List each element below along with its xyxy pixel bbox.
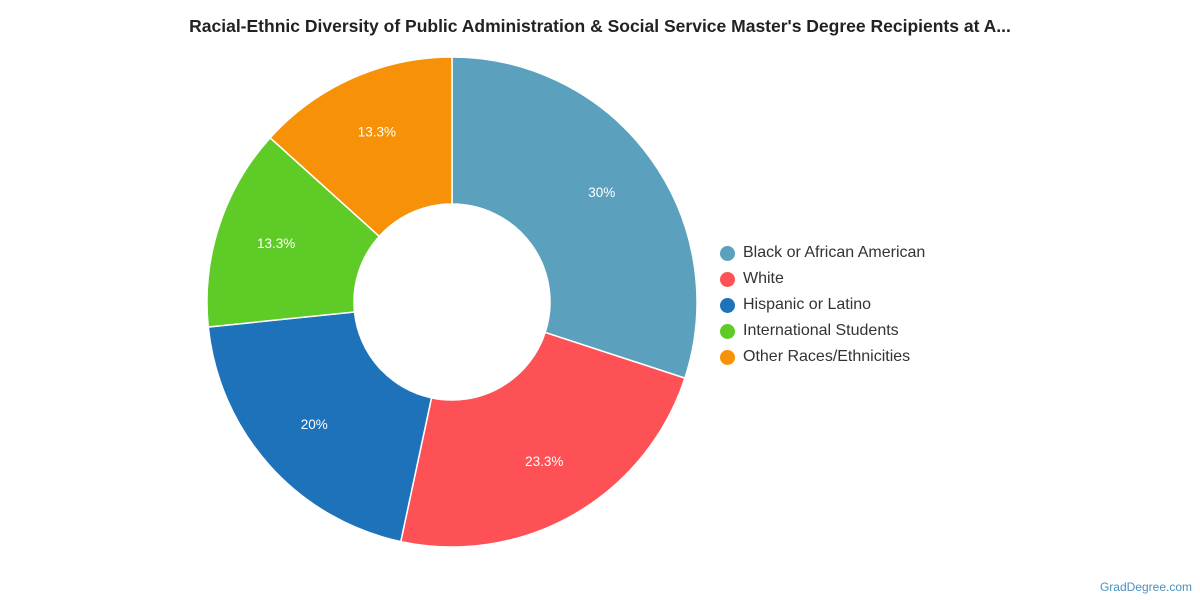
legend-swatch-icon	[720, 271, 735, 287]
legend-item-other-races-ethnicities[interactable]: Other Races/Ethnicities	[720, 344, 925, 370]
slice-hispanic-or-latino[interactable]	[207, 311, 433, 543]
legend-label: International Students	[743, 322, 899, 339]
slice-label: 13.3%	[358, 125, 396, 140]
legend-swatch-icon	[720, 349, 735, 365]
legend-item-international-students[interactable]: International Students	[720, 318, 925, 344]
legend-item-black-or-african-american[interactable]: Black or African American	[720, 240, 925, 266]
slice-black-or-african-american[interactable]	[451, 56, 698, 380]
legend-swatch-icon	[720, 323, 735, 339]
slice-label: 13.3%	[257, 236, 295, 251]
legend-label: White	[743, 270, 784, 287]
slice-label: 30%	[588, 185, 615, 200]
donut-slices	[206, 56, 698, 548]
legend-item-hispanic-or-latino[interactable]: Hispanic or Latino	[720, 292, 925, 318]
credit-link[interactable]: GradDegree.com	[1099, 580, 1192, 594]
chart-title: Racial-Ethnic Diversity of Public Admini…	[189, 16, 1011, 36]
slice-label: 20%	[301, 417, 328, 432]
legend-swatch-icon	[720, 297, 735, 313]
legend-label: Hispanic or Latino	[743, 296, 872, 313]
legend: Black or African American White Hispanic o…	[720, 240, 925, 370]
legend-swatch-icon	[720, 245, 735, 261]
slice-label: 23.3%	[525, 454, 563, 469]
slice-international-students[interactable]	[206, 136, 381, 328]
legend-item-white[interactable]: White	[720, 266, 925, 292]
legend-label: Other Races/Ethnicities	[743, 348, 911, 365]
legend-label: Black or African American	[743, 244, 926, 261]
slice-labels: 30% 23.3% 20% 13.3% 13.3%	[257, 125, 615, 469]
slice-other-races-ethnicities[interactable]	[269, 56, 453, 238]
slice-white[interactable]	[399, 331, 686, 548]
